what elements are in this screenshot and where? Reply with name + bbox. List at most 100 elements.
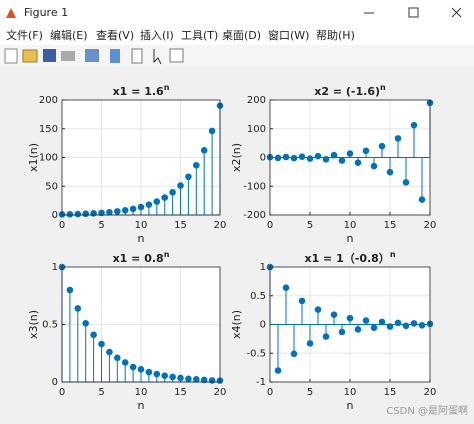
stem-marker (330, 311, 338, 319)
y-tick-label: -100 (243, 181, 266, 192)
watermark: CSDN @是阿蛋啊 (386, 405, 468, 417)
y-axis-label: x1(n) (27, 143, 40, 172)
stem-marker (378, 318, 386, 326)
x-tick-label: 0 (267, 220, 273, 231)
y-tick-label: 0 (52, 210, 58, 221)
x-tick-label: 15 (174, 220, 187, 231)
stem-marker (145, 368, 153, 376)
close-button[interactable] (451, 7, 462, 18)
plot-title: x1 = 0.8n (113, 250, 170, 266)
stem-marker (274, 367, 282, 374)
y-tick-label: 200 (247, 95, 266, 106)
y-tick-label: 100 (247, 124, 266, 135)
stem-marker (208, 377, 216, 384)
stem-marker (354, 326, 362, 333)
y-tick-label: 0 (52, 377, 58, 388)
stem-marker (282, 284, 290, 292)
stem-marker (386, 323, 394, 330)
stem-marker (66, 286, 74, 294)
pointer-icon[interactable] (153, 49, 162, 65)
x-axis-label: n (138, 399, 145, 412)
stem-marker (394, 135, 402, 142)
print-icon[interactable] (61, 51, 75, 61)
title-bar (0, 0, 474, 26)
stem-marker (370, 324, 378, 331)
menu-item[interactable]: 插入(I) (140, 28, 174, 42)
stem-marker (185, 173, 192, 181)
stem-marker (193, 161, 200, 169)
stem-marker (169, 189, 176, 196)
stem-marker (177, 182, 184, 189)
stem-marker (74, 305, 82, 312)
x-tick-label: 20 (424, 387, 437, 398)
stem-marker (346, 150, 354, 157)
stem-marker (161, 194, 168, 201)
axes-box (269, 99, 431, 216)
y-tick-label: 1 (52, 262, 58, 273)
stem-marker (282, 153, 290, 161)
axes-box (269, 266, 431, 383)
menu-item[interactable]: 工具(T) (181, 29, 218, 42)
new-icon[interactable] (4, 48, 18, 64)
stem-marker (66, 210, 74, 218)
stem-marker (314, 152, 322, 160)
stem-marker (90, 210, 97, 217)
stem-marker (200, 376, 208, 384)
menu-item[interactable]: 查看(V) (96, 28, 134, 42)
y-axis-label: x3(n) (27, 310, 40, 339)
menu-item[interactable]: 文件(F) (6, 28, 43, 42)
stem-marker (90, 331, 97, 339)
x-tick-label: 15 (384, 387, 397, 398)
stem-marker (200, 147, 208, 154)
stem-marker (402, 179, 410, 186)
stem-marker (306, 340, 314, 347)
stem-marker (121, 359, 129, 366)
toolbar-icons (4, 48, 184, 65)
menu-bar (0, 26, 474, 45)
stem-marker (74, 210, 82, 218)
x-axis-label: n (138, 232, 145, 245)
stem-marker (137, 366, 145, 373)
menu-item[interactable]: 帮助(H) (316, 28, 355, 42)
stem-marker (290, 350, 298, 358)
stem-marker (82, 320, 89, 327)
plot-title: x1 = 1（-0.8）n (304, 250, 395, 266)
stem-marker (169, 373, 176, 381)
stem-marker (114, 208, 121, 215)
maximize-button[interactable] (408, 7, 419, 18)
y-tick-label: -200 (243, 210, 266, 221)
stem-marker (322, 333, 330, 340)
menu-item[interactable]: 窗口(W) (268, 28, 309, 42)
open-icon[interactable] (22, 49, 38, 63)
y-tick-label: 150 (39, 124, 58, 135)
stem-marker (185, 375, 192, 383)
window-title: Figure 1 (24, 6, 68, 19)
stem-marker (378, 142, 386, 150)
menu-item[interactable]: 桌面(D) (222, 29, 261, 42)
stem-marker (314, 306, 322, 313)
panel-icon[interactable] (169, 48, 184, 63)
colorbar-icon[interactable] (110, 49, 120, 63)
stem-marker (98, 209, 105, 217)
x-tick-label: 20 (214, 387, 227, 398)
y-axis-label: x4(n) (230, 310, 243, 339)
menu-item[interactable]: 编辑(E) (50, 28, 88, 42)
title-superscript: n (164, 83, 170, 92)
save-icon[interactable] (43, 49, 56, 62)
stem-marker (418, 322, 426, 329)
x-tick-label: 0 (267, 387, 273, 398)
menu: 文件(F) 编辑(E) 查看(V) 插入(I) 工具(T) 桌面(D) 窗口(W) 帮助(H) (6, 28, 355, 42)
stem-marker (153, 198, 161, 205)
axes-box (61, 266, 221, 383)
title-text: x1 = 1.6 (113, 85, 164, 98)
x-tick-label: 5 (307, 220, 313, 231)
stem-marker (338, 157, 346, 164)
stem-marker (354, 159, 362, 166)
stem-marker (298, 153, 306, 160)
legend-icon[interactable] (131, 48, 143, 64)
stem-marker (330, 151, 338, 159)
link-icon[interactable] (85, 49, 99, 62)
stem-marker (362, 317, 370, 324)
y-tick-label: 100 (39, 153, 58, 164)
